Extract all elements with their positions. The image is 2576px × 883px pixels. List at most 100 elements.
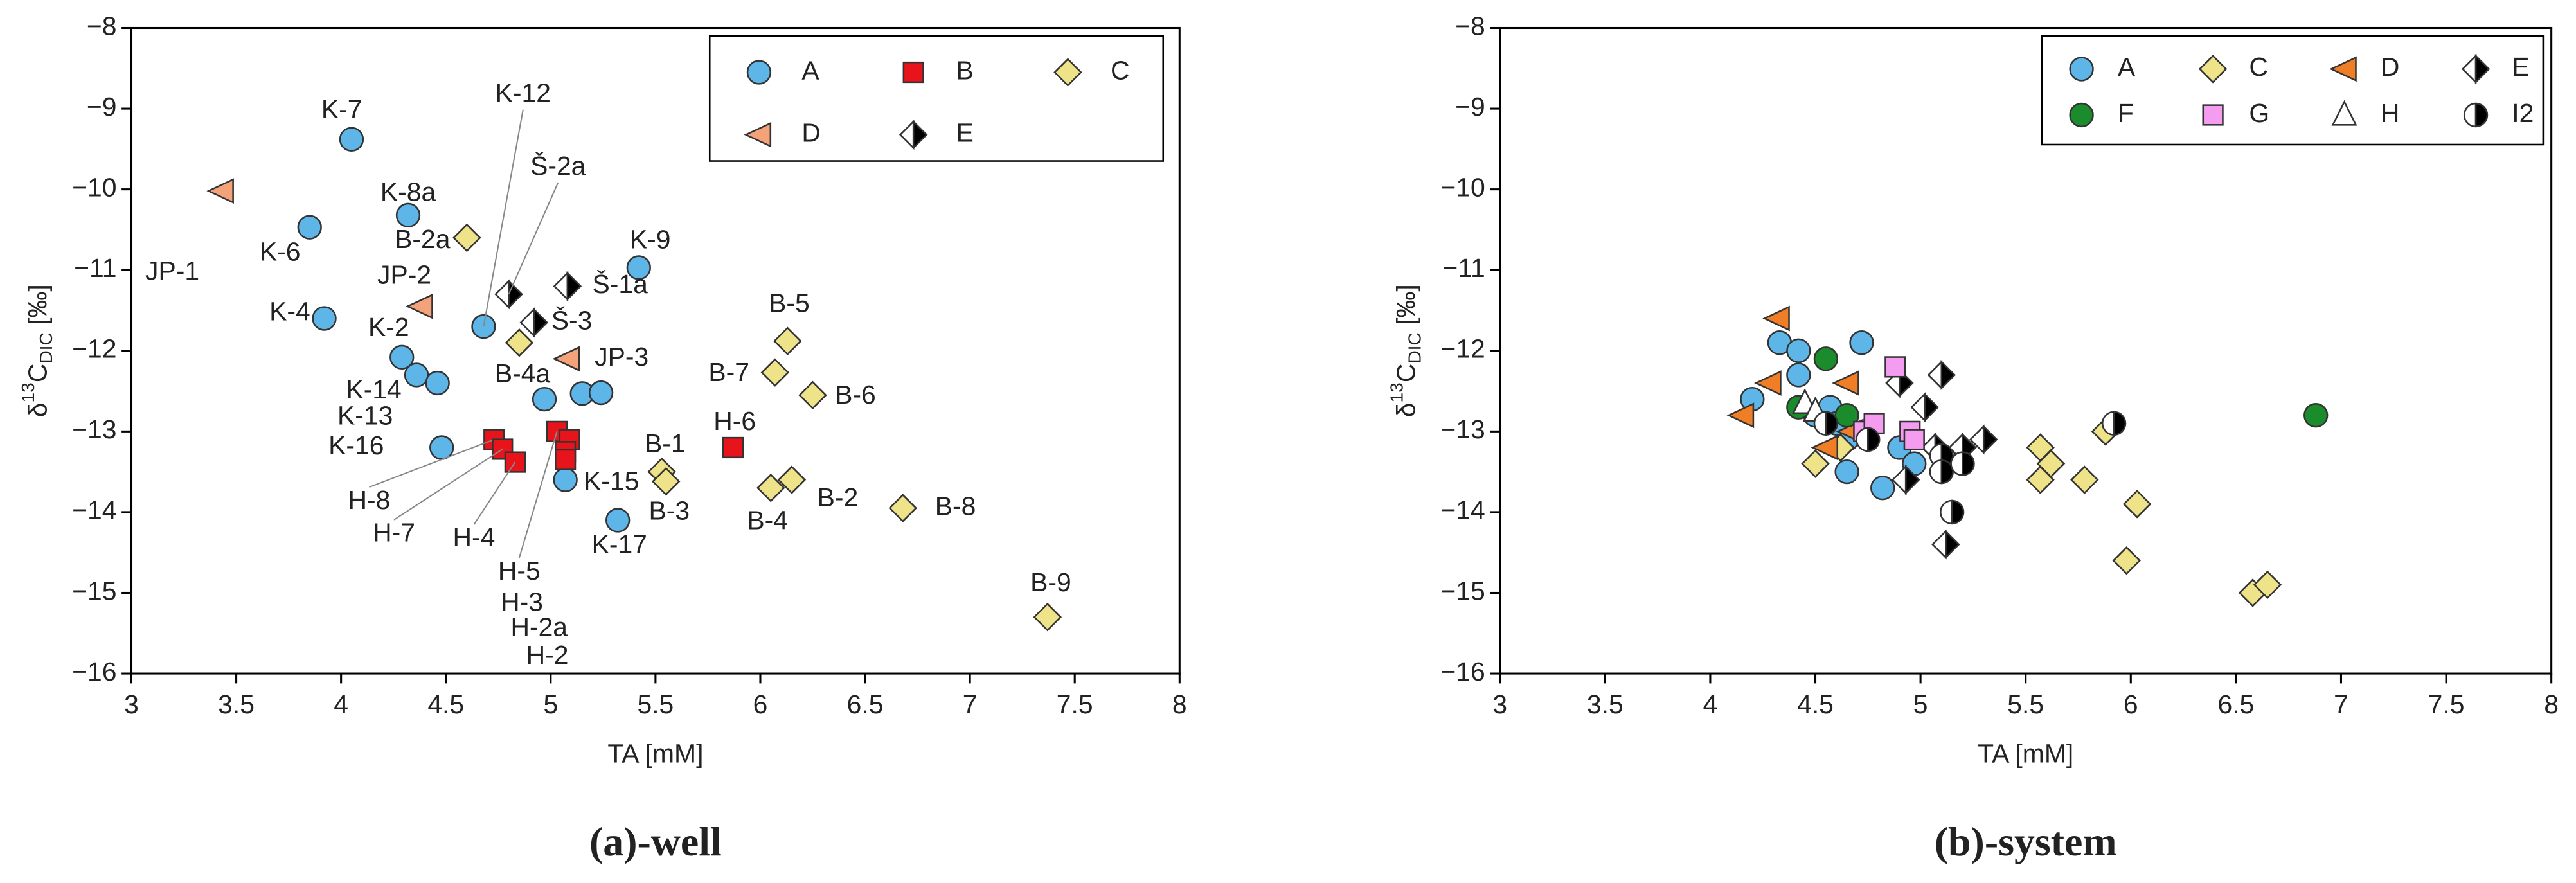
data-point (777, 465, 807, 494)
marker-shape (2198, 55, 2228, 84)
x-tick-label: 8 (1172, 690, 1187, 719)
marker-shape (760, 358, 790, 387)
marker-shape (1903, 429, 1925, 450)
leader-line (483, 109, 524, 327)
point-label: H-7 (373, 518, 415, 548)
point-label: Š-2a (530, 151, 586, 181)
marker-shape (1924, 392, 1939, 423)
point-label: B-3 (649, 496, 690, 526)
marker-shape (773, 326, 802, 355)
point-label: H-2a (510, 612, 568, 642)
x-tick-label: 4 (334, 690, 348, 719)
data-point (2101, 411, 2127, 436)
data-point (626, 255, 651, 280)
marker-shape (651, 467, 681, 496)
marker-shape (722, 436, 744, 459)
data-point (1762, 305, 1790, 332)
x-tick-label: 8 (2544, 690, 2559, 719)
x-tick-label: 6.5 (2217, 690, 2254, 719)
data-point (553, 271, 582, 301)
data-point (2253, 570, 2282, 600)
point-label: B-2a (395, 224, 451, 254)
marker-shape (2253, 570, 2282, 600)
marker-shape (1786, 362, 1811, 388)
y-tick-label: −12 (72, 334, 116, 364)
marker-shape (553, 271, 569, 301)
marker-shape (2463, 102, 2477, 128)
x-tick-label: 4.5 (427, 690, 464, 719)
marker-shape (1754, 370, 1782, 396)
legend-label: F (2118, 98, 2134, 128)
marker-shape (1940, 359, 1956, 390)
legend-marker (746, 60, 772, 85)
y-tick-label: −12 (1440, 334, 1485, 364)
data-point (605, 508, 631, 533)
data-point (2303, 403, 2329, 428)
marker-shape (452, 223, 481, 253)
marker-shape (1884, 356, 1906, 378)
marker-shape (425, 370, 450, 396)
marker-shape (1982, 424, 1998, 455)
y-axis-label-part: DIC (37, 332, 57, 363)
marker-shape (494, 279, 510, 310)
data-point (312, 306, 337, 331)
y-tick-label: −11 (1442, 253, 1485, 283)
marker-shape (1825, 411, 1839, 436)
y-tick-label: −9 (87, 92, 117, 121)
legend-label: A (801, 55, 819, 85)
marker-shape (505, 328, 534, 357)
y-axis-label-part: C (22, 364, 52, 383)
data-point (1813, 411, 1839, 436)
x-tick-label: 6 (753, 690, 768, 719)
y-tick-label: −15 (1440, 576, 1485, 605)
marker-shape (519, 307, 535, 338)
point-label: B-8 (935, 491, 976, 521)
y-tick-label: −10 (1440, 172, 1485, 202)
data-point (532, 386, 557, 412)
x-tick-label: 6 (2124, 690, 2138, 719)
data-point (760, 358, 790, 387)
data-point (1856, 427, 1881, 452)
x-tick-label: 6.5 (847, 690, 884, 719)
data-point (1834, 459, 1859, 485)
data-point (519, 307, 548, 338)
marker-shape (1945, 529, 1960, 560)
point-label: JP-1 (145, 256, 199, 286)
marker-shape (2122, 490, 2152, 519)
data-point (452, 223, 481, 253)
marker-shape (2069, 57, 2094, 82)
marker-shape (566, 271, 582, 301)
x-tick-label: 7.5 (2428, 690, 2465, 719)
data-point (553, 467, 578, 492)
marker-shape (1950, 451, 1963, 476)
marker-shape (312, 306, 337, 331)
legend-label: G (2249, 98, 2269, 128)
x-tick-label: 5.5 (637, 690, 674, 719)
legend-label: C (1111, 55, 1130, 85)
marker-shape (1033, 602, 1062, 632)
x-tick-label: 7 (2334, 690, 2348, 719)
leader-line (369, 438, 495, 488)
data-point (1910, 392, 1939, 423)
legend-label: E (2512, 52, 2529, 82)
data-point (2112, 546, 2142, 575)
marker-shape (2036, 449, 2066, 478)
data-point (1832, 370, 1859, 396)
data-point (1884, 356, 1906, 378)
point-label: Š-1a (593, 269, 648, 299)
data-point (1813, 346, 1839, 371)
legend-marker (2463, 102, 2489, 128)
data-point (722, 436, 744, 459)
y-tick-label: −14 (72, 495, 116, 525)
y-tick-label: −14 (1440, 495, 1485, 525)
marker-shape (605, 508, 631, 533)
point-label: K-16 (328, 431, 384, 460)
y-axis-label-part: C (1391, 364, 1420, 383)
marker-shape (1910, 392, 1926, 423)
point-label: K-14 (346, 375, 401, 404)
legend-marker (899, 120, 928, 150)
marker-shape (429, 435, 454, 460)
point-label: H-2 (526, 640, 569, 670)
data-point (1801, 449, 1830, 478)
y-tick-label: −13 (1440, 415, 1485, 444)
